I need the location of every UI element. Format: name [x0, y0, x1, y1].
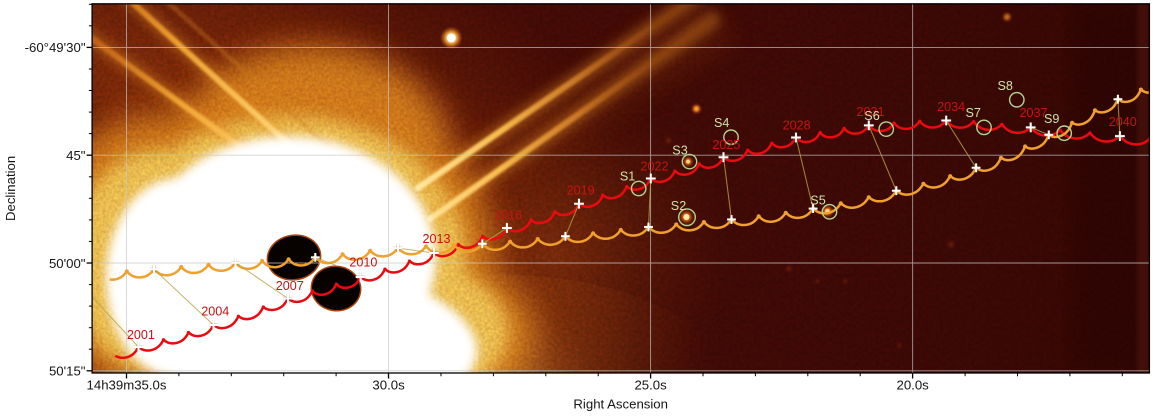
- svg-text:2007: 2007: [276, 279, 304, 293]
- svg-text:50'00": 50'00": [49, 256, 86, 271]
- svg-text:S4: S4: [714, 116, 729, 130]
- svg-text:2031: 2031: [856, 105, 884, 119]
- svg-text:2004: 2004: [201, 304, 229, 318]
- svg-text:20.0s: 20.0s: [897, 378, 930, 393]
- svg-text:45": 45": [66, 148, 86, 163]
- svg-text:30.0s: 30.0s: [372, 378, 405, 393]
- svg-text:S3: S3: [672, 143, 687, 157]
- svg-text:S5: S5: [810, 194, 825, 208]
- svg-text:2034: 2034: [937, 100, 965, 114]
- svg-text:2016: 2016: [494, 208, 522, 222]
- svg-text:2019: 2019: [567, 184, 595, 198]
- svg-text:S9: S9: [1044, 112, 1059, 126]
- svg-text:2010: 2010: [349, 255, 377, 269]
- svg-text:2037: 2037: [1019, 106, 1047, 120]
- svg-text:-60°49'30": -60°49'30": [25, 40, 86, 55]
- svg-text:S2: S2: [671, 199, 686, 213]
- svg-text:2022: 2022: [640, 159, 668, 173]
- svg-text:S8: S8: [997, 79, 1012, 93]
- svg-text:14h39m35.0s: 14h39m35.0s: [87, 378, 167, 393]
- svg-text:Right Ascension: Right Ascension: [573, 397, 668, 412]
- svg-text:2001: 2001: [127, 328, 155, 342]
- svg-text:S7: S7: [965, 106, 980, 120]
- svg-text:50'15": 50'15": [49, 364, 86, 379]
- svg-text:2013: 2013: [422, 232, 450, 246]
- svg-text:25.0s: 25.0s: [634, 378, 667, 393]
- svg-text:2025: 2025: [712, 138, 740, 152]
- svg-text:2040: 2040: [1109, 115, 1137, 129]
- svg-text:S1: S1: [620, 170, 635, 184]
- svg-text:S6: S6: [864, 109, 879, 123]
- svg-text:2028: 2028: [783, 119, 811, 133]
- svg-text:Declination: Declination: [3, 156, 18, 221]
